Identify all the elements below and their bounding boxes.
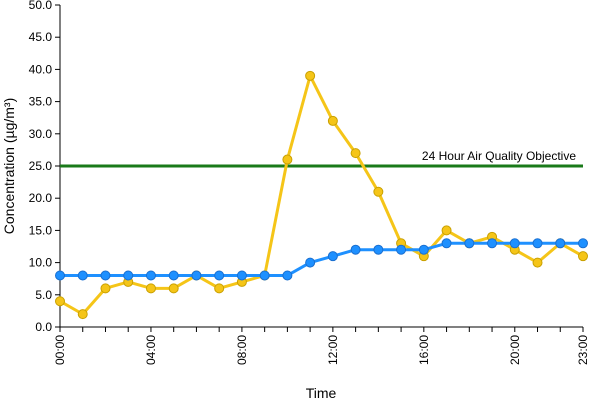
x-tick-label: 04:00	[144, 335, 158, 365]
data-point	[77, 309, 88, 320]
data-point	[282, 270, 293, 281]
data-point	[327, 251, 338, 262]
data-point	[418, 244, 429, 255]
reference-line-label: 24 Hour Air Quality Objective	[422, 149, 576, 163]
y-tick-label: 35.0	[29, 95, 53, 109]
data-point	[236, 270, 247, 281]
y-axis-title: Concentration (µg/m³)	[1, 98, 17, 234]
data-point	[532, 238, 543, 249]
axes: 0.0 5.0 10.0 15.0 20.0 25.0 30.0 35.0 40.0 45.0 50…	[29, 0, 590, 365]
data-point	[100, 270, 111, 281]
series-line	[59, 74, 584, 316]
data-point	[259, 270, 270, 281]
y-tick-label: 50.0	[29, 0, 53, 12]
x-axis-title: Time	[306, 385, 337, 400]
data-point	[487, 238, 498, 249]
y-tick-label: 5.0	[35, 288, 52, 302]
y-tick-label: 40.0	[29, 62, 53, 76]
y-tick-label: 20.0	[29, 191, 53, 205]
data-point	[168, 283, 179, 294]
data-point	[191, 270, 202, 281]
y-tick-label: 30.0	[29, 127, 53, 141]
series-1	[55, 238, 588, 281]
reference-line-group: 24 Hour Air Quality Objective	[60, 149, 583, 168]
data-point	[555, 238, 566, 249]
series-line	[60, 241, 583, 277]
data-point	[532, 257, 543, 268]
data-point	[214, 270, 225, 281]
data-point	[214, 283, 225, 294]
data-point	[350, 148, 361, 159]
data-point	[396, 244, 407, 255]
x-tick-label: 12:00	[326, 335, 340, 365]
data-point	[55, 296, 65, 307]
data-point	[327, 115, 338, 126]
data-point	[509, 238, 520, 249]
data-point	[55, 270, 65, 281]
y-tick-label: 0.0	[35, 320, 52, 334]
data-point	[441, 225, 452, 236]
data-point	[578, 251, 588, 262]
data-point	[373, 186, 384, 197]
data-point	[123, 270, 134, 281]
x-tick-label: 16:00	[417, 335, 431, 365]
data-point	[145, 270, 156, 281]
series-0	[55, 70, 588, 320]
x-tick-label: 08:00	[235, 335, 249, 365]
series-group	[55, 70, 588, 320]
data-point	[168, 270, 179, 281]
data-point	[305, 70, 316, 81]
data-point	[145, 283, 156, 294]
data-point	[373, 244, 384, 255]
x-tick-label: 20:00	[508, 335, 522, 365]
x-tick-label: 23:00	[576, 335, 590, 365]
data-point	[282, 154, 293, 165]
y-tick-label: 25.0	[29, 159, 53, 173]
y-tick-label: 10.0	[29, 256, 53, 270]
y-tick-label: 15.0	[29, 223, 53, 237]
data-point	[350, 244, 361, 255]
data-point	[464, 238, 475, 249]
y-tick-label: 45.0	[29, 30, 53, 44]
data-point	[100, 283, 111, 294]
data-point	[77, 270, 88, 281]
data-point	[578, 238, 588, 249]
x-tick-label: 00:00	[53, 335, 67, 365]
data-point	[441, 238, 452, 249]
data-point	[305, 257, 316, 268]
